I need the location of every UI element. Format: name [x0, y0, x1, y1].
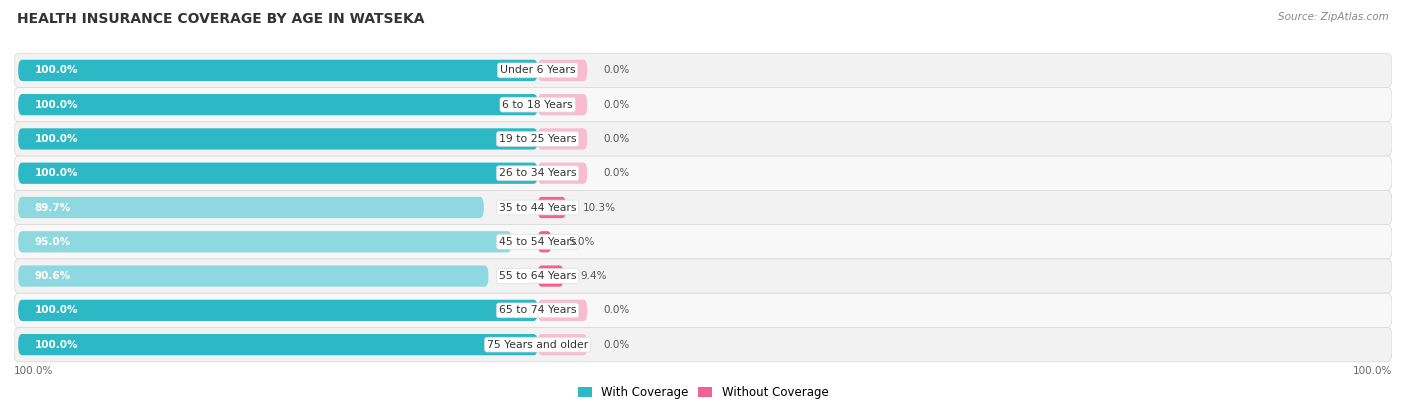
Text: 26 to 34 Years: 26 to 34 Years	[499, 168, 576, 178]
Text: 90.6%: 90.6%	[35, 271, 70, 281]
FancyBboxPatch shape	[14, 53, 1392, 88]
FancyBboxPatch shape	[18, 128, 537, 149]
Text: 19 to 25 Years: 19 to 25 Years	[499, 134, 576, 144]
Text: 100.0%: 100.0%	[14, 366, 53, 376]
Text: 65 to 74 Years: 65 to 74 Years	[499, 305, 576, 315]
Text: 6 to 18 Years: 6 to 18 Years	[502, 100, 574, 110]
FancyBboxPatch shape	[14, 122, 1392, 156]
Text: 0.0%: 0.0%	[603, 305, 630, 315]
Text: 0.0%: 0.0%	[603, 339, 630, 349]
Text: 9.4%: 9.4%	[581, 271, 606, 281]
FancyBboxPatch shape	[14, 225, 1392, 259]
FancyBboxPatch shape	[18, 266, 488, 287]
FancyBboxPatch shape	[537, 197, 567, 218]
Text: 0.0%: 0.0%	[603, 168, 630, 178]
FancyBboxPatch shape	[18, 197, 484, 218]
Text: 95.0%: 95.0%	[35, 237, 70, 247]
FancyBboxPatch shape	[537, 334, 588, 355]
FancyBboxPatch shape	[18, 163, 537, 184]
Legend: With Coverage, Without Coverage: With Coverage, Without Coverage	[572, 381, 834, 403]
FancyBboxPatch shape	[537, 128, 588, 149]
Text: HEALTH INSURANCE COVERAGE BY AGE IN WATSEKA: HEALTH INSURANCE COVERAGE BY AGE IN WATS…	[17, 12, 425, 27]
Text: 0.0%: 0.0%	[603, 66, 630, 76]
FancyBboxPatch shape	[537, 163, 588, 184]
Text: 45 to 54 Years: 45 to 54 Years	[499, 237, 576, 247]
Text: 10.3%: 10.3%	[582, 203, 616, 212]
Text: 89.7%: 89.7%	[35, 203, 70, 212]
FancyBboxPatch shape	[14, 259, 1392, 293]
Text: 0.0%: 0.0%	[603, 134, 630, 144]
FancyBboxPatch shape	[18, 300, 537, 321]
FancyBboxPatch shape	[14, 190, 1392, 225]
FancyBboxPatch shape	[537, 60, 588, 81]
FancyBboxPatch shape	[18, 60, 537, 81]
Text: 100.0%: 100.0%	[35, 134, 79, 144]
Text: 100.0%: 100.0%	[35, 305, 79, 315]
FancyBboxPatch shape	[18, 231, 512, 252]
Text: 0.0%: 0.0%	[603, 100, 630, 110]
Text: 100.0%: 100.0%	[35, 339, 79, 349]
Text: Under 6 Years: Under 6 Years	[501, 66, 575, 76]
FancyBboxPatch shape	[18, 94, 537, 115]
FancyBboxPatch shape	[18, 334, 537, 355]
Text: Source: ZipAtlas.com: Source: ZipAtlas.com	[1278, 12, 1389, 22]
Text: 55 to 64 Years: 55 to 64 Years	[499, 271, 576, 281]
FancyBboxPatch shape	[14, 88, 1392, 122]
FancyBboxPatch shape	[14, 327, 1392, 362]
Text: 35 to 44 Years: 35 to 44 Years	[499, 203, 576, 212]
FancyBboxPatch shape	[14, 293, 1392, 327]
Text: 75 Years and older: 75 Years and older	[486, 339, 588, 349]
Text: 100.0%: 100.0%	[35, 168, 79, 178]
FancyBboxPatch shape	[14, 156, 1392, 190]
Text: 100.0%: 100.0%	[35, 66, 79, 76]
Text: 100.0%: 100.0%	[1353, 366, 1392, 376]
FancyBboxPatch shape	[537, 266, 564, 287]
Text: 100.0%: 100.0%	[35, 100, 79, 110]
FancyBboxPatch shape	[537, 94, 588, 115]
FancyBboxPatch shape	[537, 300, 588, 321]
FancyBboxPatch shape	[537, 231, 551, 252]
Text: 5.0%: 5.0%	[568, 237, 595, 247]
